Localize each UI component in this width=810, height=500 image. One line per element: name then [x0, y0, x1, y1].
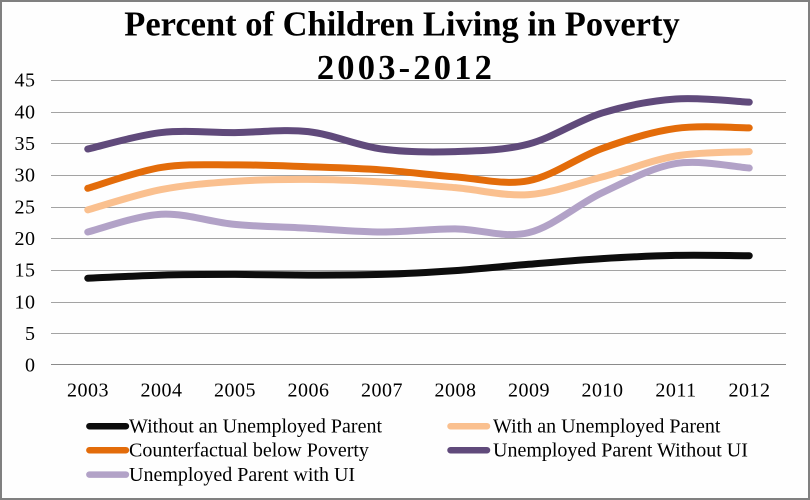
- svg-text:45: 45: [15, 70, 36, 92]
- svg-text:Percent of Children Living in: Percent of Children Living in Poverty: [124, 6, 679, 44]
- svg-text:Unemployed Parent with UI: Unemployed Parent with UI: [129, 464, 355, 486]
- svg-text:Without an Unemployed Parent: Without an Unemployed Parent: [129, 416, 382, 438]
- svg-text:2012: 2012: [729, 379, 771, 401]
- svg-text:40: 40: [15, 101, 36, 123]
- svg-text:2007: 2007: [361, 379, 403, 401]
- svg-text:Unemployed Parent Without UI: Unemployed Parent Without UI: [493, 440, 748, 462]
- svg-text:2004: 2004: [141, 379, 183, 401]
- svg-text:2003-2012: 2003-2012: [317, 49, 495, 87]
- svg-text:2011: 2011: [655, 379, 696, 401]
- svg-text:10: 10: [15, 291, 36, 313]
- svg-text:2005: 2005: [214, 379, 256, 401]
- svg-text:2006: 2006: [288, 379, 330, 401]
- svg-text:2003: 2003: [67, 379, 109, 401]
- svg-text:25: 25: [15, 196, 36, 218]
- svg-text:2008: 2008: [435, 379, 477, 401]
- svg-text:With an Unemployed Parent: With an Unemployed Parent: [493, 416, 721, 438]
- svg-text:2010: 2010: [582, 379, 624, 401]
- svg-text:30: 30: [15, 165, 36, 187]
- svg-text:20: 20: [15, 228, 36, 250]
- svg-text:Counterfactual below Poverty: Counterfactual below Poverty: [129, 440, 369, 462]
- svg-text:2009: 2009: [508, 379, 550, 401]
- svg-text:35: 35: [15, 133, 36, 155]
- svg-text:0: 0: [25, 355, 36, 377]
- svg-text:15: 15: [15, 260, 36, 282]
- svg-text:5: 5: [25, 323, 36, 345]
